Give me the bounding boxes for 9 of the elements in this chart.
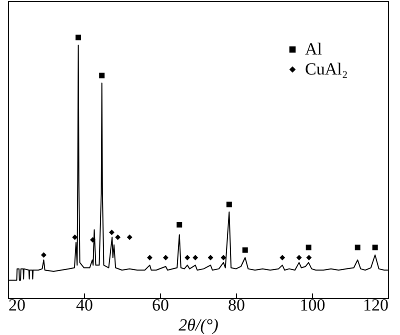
legend-label: CuAl₂ [305, 60, 348, 78]
x-tick-label: 120 [363, 296, 388, 314]
x-tick-label: 60 [152, 296, 169, 314]
x-tick-label: 100 [300, 296, 326, 314]
x-tick-label: 40 [76, 296, 93, 314]
x-axis-title: 2θ/(°) [178, 316, 219, 334]
legend-label: Al [305, 40, 322, 58]
x-tick-label: 80 [228, 296, 245, 314]
x-tick-label: 20 [8, 296, 26, 314]
